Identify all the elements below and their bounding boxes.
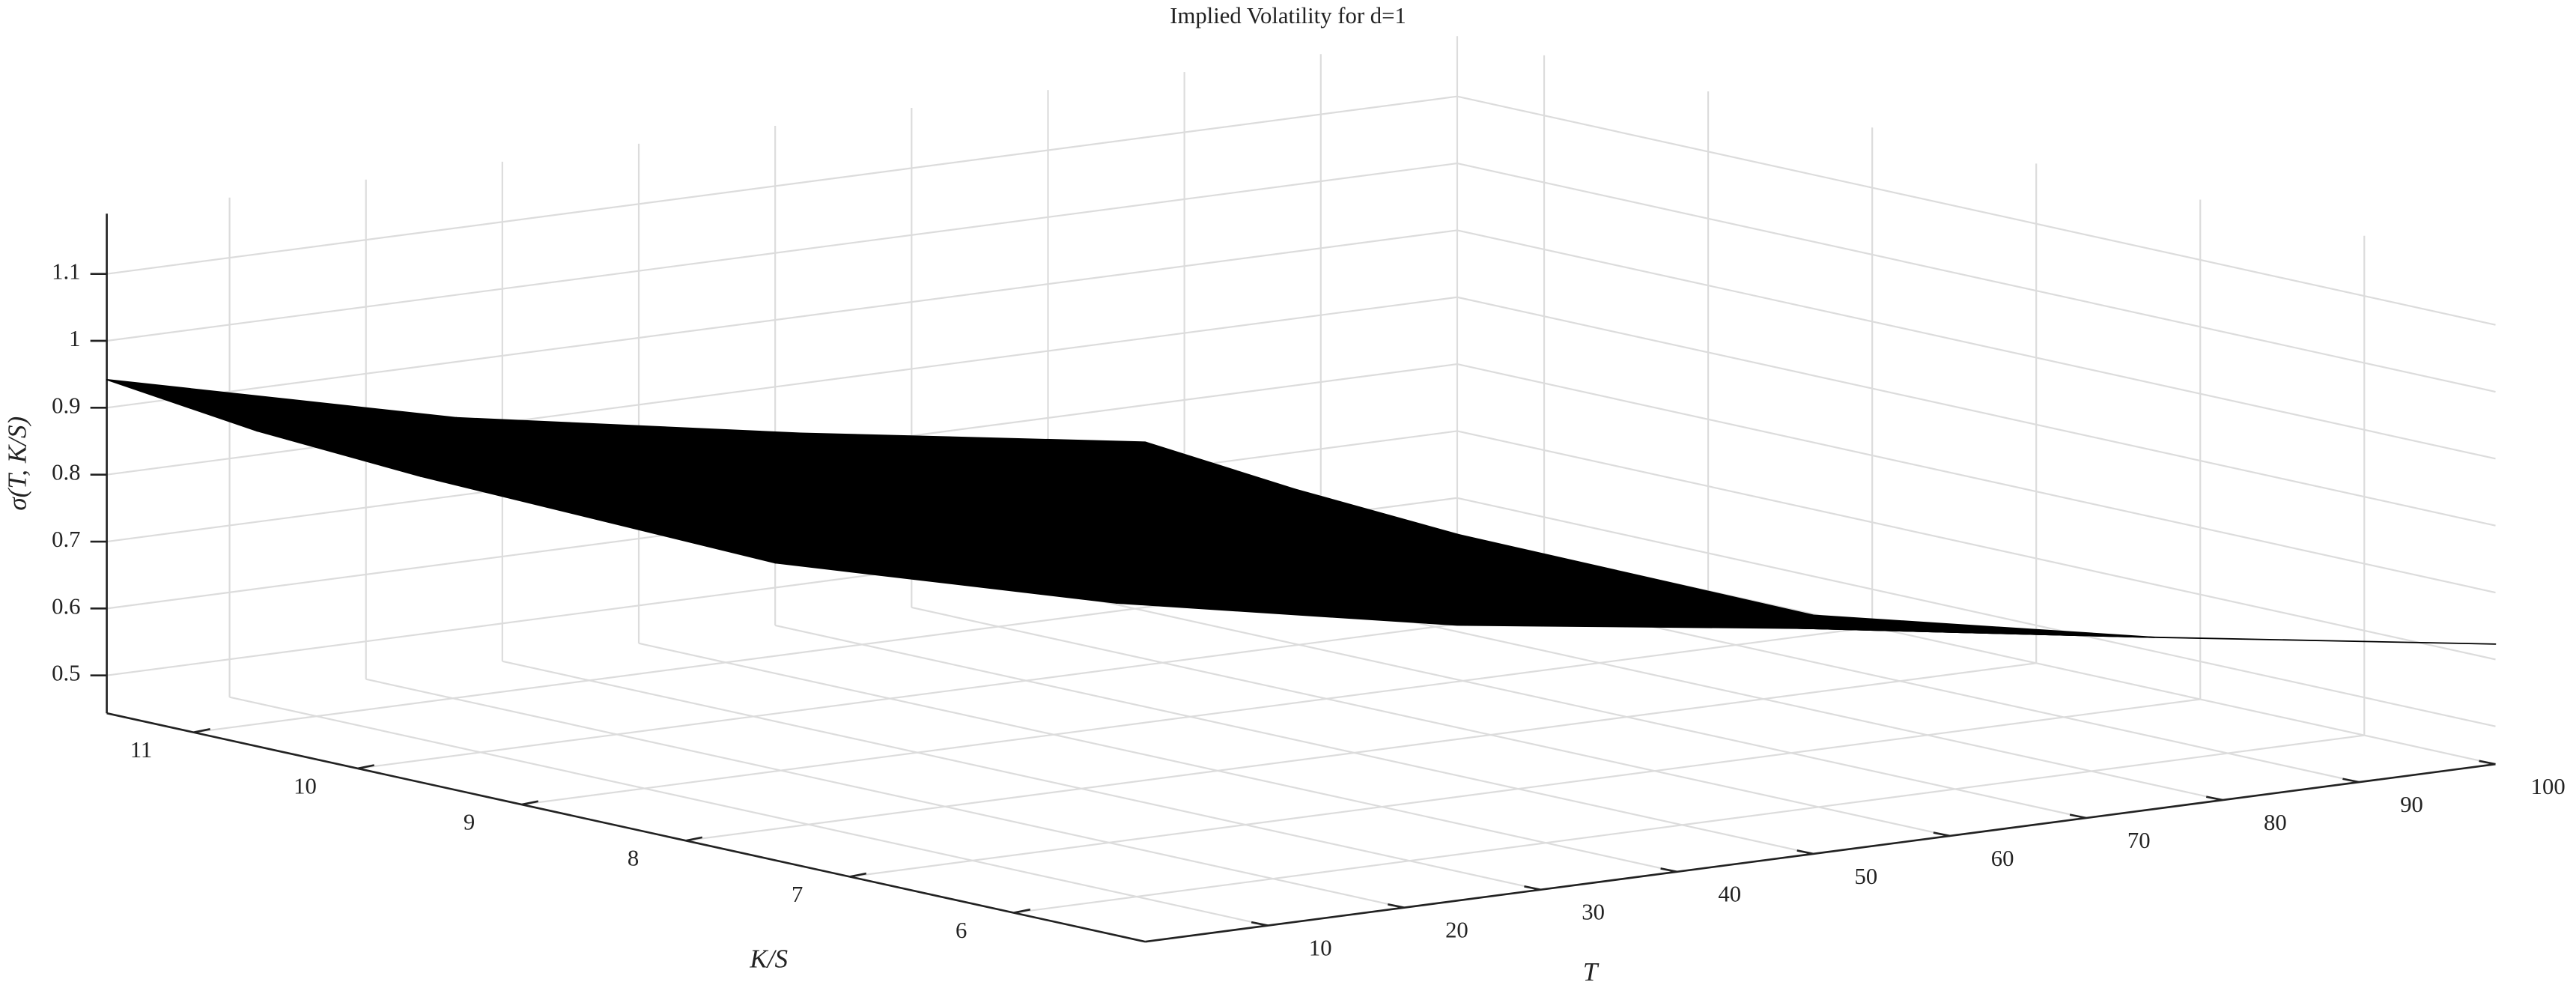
grid-line	[1456, 162, 2496, 393]
y-tick	[193, 728, 210, 734]
y-axis-label: K/S	[749, 945, 788, 974]
z-tick-label: 0.5	[52, 661, 80, 686]
grid-line	[638, 642, 1677, 873]
x-axis-label: T	[1583, 957, 1600, 987]
grid-line	[1456, 95, 2496, 326]
z-tick-label: 0.8	[52, 460, 80, 485]
y-tick	[521, 800, 538, 806]
z-tick-label: 1.1	[52, 259, 80, 285]
x-tick-label: 100	[2531, 774, 2566, 799]
z-tick-label: 0.6	[52, 593, 80, 619]
grid-line	[106, 229, 1458, 409]
y-tick-label: 11	[130, 737, 153, 763]
x-tick-label: 40	[1718, 882, 1741, 907]
grid-line	[106, 95, 1458, 275]
x-tick	[2342, 778, 2360, 784]
x-tick	[1388, 903, 1405, 909]
y-tick-label: 8	[628, 846, 639, 871]
z-tick-label: 0.9	[52, 393, 80, 418]
y-tick-label: 9	[464, 809, 475, 834]
x-tick	[1251, 921, 1269, 927]
y-tick	[1013, 908, 1031, 914]
z-axis-label: σ(T, K/S)	[2, 416, 31, 511]
grid-line	[365, 678, 1405, 909]
grid-line	[106, 162, 1458, 342]
x-tick-label: 70	[2127, 828, 2151, 853]
y-tick-label: 7	[792, 882, 803, 907]
x-axis	[1144, 763, 2496, 943]
grid-line	[911, 606, 1951, 837]
x-tick	[1933, 831, 1951, 837]
z-tick-label: 1	[69, 326, 80, 351]
grid-line	[1456, 363, 2496, 594]
y-tick	[357, 764, 374, 770]
y-tick-label: 6	[956, 918, 967, 943]
x-tick-label: 80	[2264, 810, 2287, 835]
x-tick-label: 30	[1582, 900, 1605, 925]
x-tick-label: 60	[1991, 846, 2014, 871]
x-tick-label: 50	[1855, 864, 1878, 889]
grid-line	[521, 626, 1873, 806]
chart-title: Implied Volatility for d=1	[1170, 3, 1406, 28]
grid-line	[774, 624, 1814, 855]
grid-line	[1048, 588, 2087, 819]
grid-line	[1456, 430, 2496, 661]
grid-line	[1456, 497, 2496, 727]
z-tick-label: 0.7	[52, 527, 80, 552]
y-tick	[849, 872, 867, 878]
grid-line	[1013, 734, 2365, 914]
y-tick	[685, 836, 703, 842]
grid-line	[1456, 296, 2496, 527]
grid-line	[685, 662, 2037, 842]
x-tick	[1796, 849, 1814, 855]
grid-line	[502, 660, 1541, 891]
x-tick-label: 90	[2400, 792, 2423, 817]
x-tick	[1660, 867, 1677, 873]
x-tick	[2479, 760, 2496, 766]
y-axis	[106, 712, 1146, 943]
x-tick-label: 10	[1309, 936, 1332, 961]
x-tick	[1524, 885, 1541, 891]
x-tick-label: 20	[1445, 918, 1468, 943]
x-tick	[2069, 813, 2087, 819]
grid-line	[1456, 229, 2496, 460]
x-tick	[2205, 795, 2223, 801]
y-tick-label: 10	[294, 773, 317, 798]
surface-patch	[1809, 628, 2497, 645]
grid-line	[229, 696, 1269, 927]
grid-line	[849, 698, 2201, 878]
